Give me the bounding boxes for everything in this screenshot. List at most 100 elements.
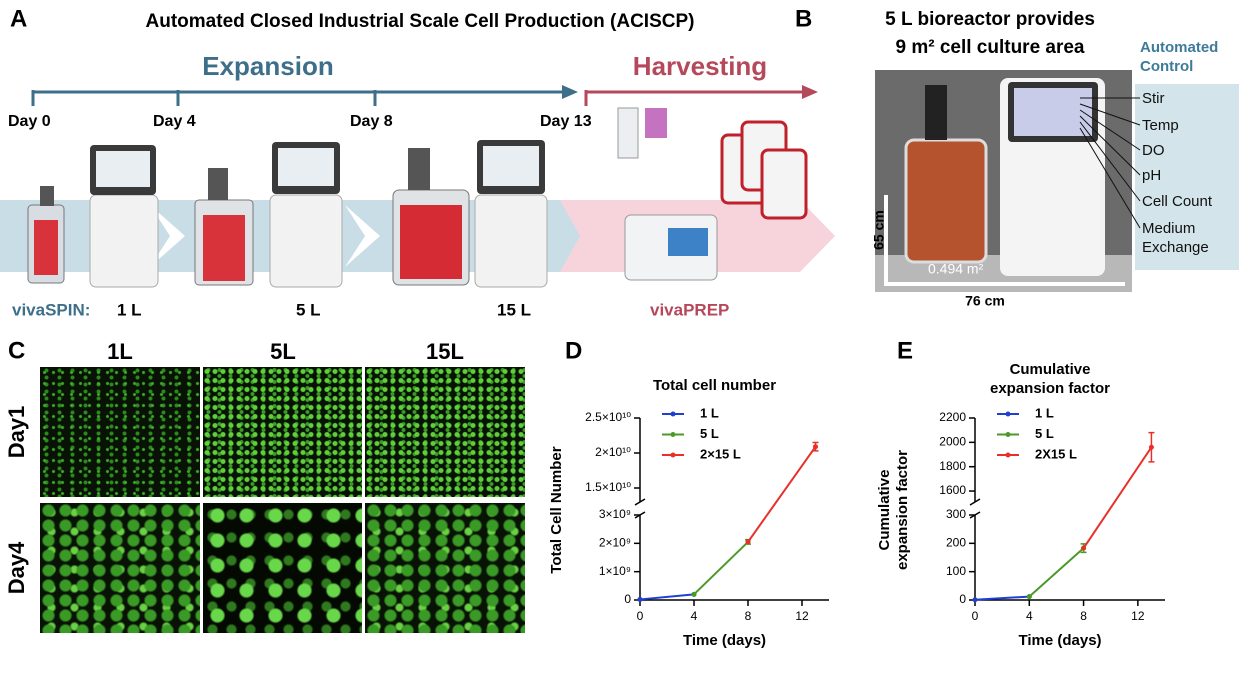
row-label: Day4 xyxy=(4,541,29,594)
legend-label: 2X15 L xyxy=(1035,446,1077,461)
series-line xyxy=(974,595,1030,601)
product-label: vivaSPIN: xyxy=(12,300,90,319)
data-point xyxy=(1081,545,1087,551)
panel-label: D xyxy=(565,337,582,364)
micrograph xyxy=(365,367,525,497)
control-label: Cell Count xyxy=(1142,193,1213,210)
phase-label: Harvesting xyxy=(633,51,767,81)
vessel xyxy=(203,215,245,281)
control-leaders xyxy=(1079,97,1141,229)
control-label: Medium Exchange xyxy=(1142,220,1209,256)
leader xyxy=(1079,109,1141,151)
y-axis-title: expansion factor xyxy=(894,450,911,570)
y-tick-label: 1600 xyxy=(939,483,966,497)
chart-title: Total cell number xyxy=(653,377,776,394)
control-label: Temp xyxy=(1142,117,1179,134)
axis-break xyxy=(634,498,646,506)
axis-break xyxy=(969,498,981,506)
product-label: vivaPREP xyxy=(650,300,729,319)
y-tick-label: 0 xyxy=(624,592,631,606)
leader xyxy=(1079,121,1141,202)
y-tick-label: 2000 xyxy=(939,435,966,449)
y-tick-label: 2.5×10¹⁰ xyxy=(585,410,631,424)
legend-marker xyxy=(1005,432,1011,437)
data-point xyxy=(972,597,978,603)
column-label: 1L xyxy=(107,339,133,364)
device-body xyxy=(269,194,343,288)
data-point xyxy=(691,591,697,597)
phase-label: Expansion xyxy=(202,51,333,81)
series-line xyxy=(1082,446,1153,549)
screen-display xyxy=(278,148,334,186)
control-label: DO xyxy=(1142,142,1165,159)
y-tick-label: 2200 xyxy=(939,410,966,424)
leader xyxy=(1079,127,1141,229)
motor xyxy=(925,85,947,140)
panel-title: Automated Closed Industrial Scale Cell P… xyxy=(146,11,695,32)
legend-label: 5 L xyxy=(1035,426,1054,441)
micrograph xyxy=(203,367,362,497)
motor xyxy=(208,168,228,200)
panel-label: C xyxy=(8,337,25,364)
harvest-device xyxy=(617,107,808,281)
x-tick-label: 0 xyxy=(972,609,979,623)
panel-label: E xyxy=(897,337,913,364)
device-body xyxy=(474,194,548,288)
y-tick-label: 1.5×10¹⁰ xyxy=(585,480,631,494)
chevron xyxy=(345,205,380,267)
y-tick-label: 1800 xyxy=(939,459,966,473)
control-title: Control xyxy=(1140,58,1193,75)
micrograph xyxy=(365,503,525,633)
day-label: Day 0 xyxy=(8,113,51,130)
legend-marker xyxy=(670,432,676,437)
dimension-label: 65 cm xyxy=(871,210,887,250)
bag xyxy=(617,107,639,159)
chevron xyxy=(150,205,185,267)
day-label: Day 8 xyxy=(350,113,393,130)
control-title: Automated xyxy=(1140,39,1218,56)
y-tick-label: 300 xyxy=(946,507,966,521)
panel-label: A xyxy=(10,5,27,32)
legend-marker xyxy=(670,411,676,417)
y-tick-label: 0 xyxy=(959,592,966,606)
column-label: 5L xyxy=(270,339,296,364)
y-tick-label: 2×10⁹ xyxy=(599,536,631,550)
series-line xyxy=(1028,547,1085,598)
day-label: Day 13 xyxy=(540,113,592,130)
y-tick-label: 1×10⁹ xyxy=(599,564,631,578)
panel-title: 9 m² cell culture area xyxy=(895,37,1084,58)
control-label: Stir xyxy=(1142,90,1165,107)
x-tick-label: 12 xyxy=(1131,609,1145,623)
vessel xyxy=(34,220,58,275)
y-tick-label: 100 xyxy=(946,564,966,578)
x-tick-label: 8 xyxy=(745,609,752,623)
volume-label: 1 L xyxy=(117,300,142,319)
timeline xyxy=(31,90,565,106)
x-tick-label: 8 xyxy=(1080,609,1087,623)
vessel xyxy=(904,138,988,264)
legend-marker xyxy=(1005,452,1011,458)
device-screen xyxy=(668,228,708,256)
arrowhead xyxy=(802,85,818,99)
vessel xyxy=(400,205,462,279)
area-label: 0.494 m² xyxy=(928,261,984,277)
volume-label: 15 L xyxy=(497,300,531,319)
column-label: 15L xyxy=(426,339,464,364)
data-point xyxy=(1148,444,1154,450)
chart-title: Cumulative xyxy=(1010,361,1091,378)
legend-marker xyxy=(1005,411,1011,417)
series-line xyxy=(693,541,749,596)
day-label: Day 4 xyxy=(153,113,196,130)
data-point xyxy=(1026,594,1032,600)
chart-title: expansion factor xyxy=(990,380,1110,397)
bioreactor-15l xyxy=(392,140,548,288)
arrowhead xyxy=(562,85,578,99)
legend-label: 2×15 L xyxy=(700,446,741,461)
y-tick-label: 2×10¹⁰ xyxy=(595,445,631,459)
series-line xyxy=(639,593,695,601)
x-axis-title: Time (days) xyxy=(683,632,766,649)
legend-label: 5 L xyxy=(700,426,719,441)
legend-marker xyxy=(670,452,676,458)
series-line xyxy=(747,446,817,543)
